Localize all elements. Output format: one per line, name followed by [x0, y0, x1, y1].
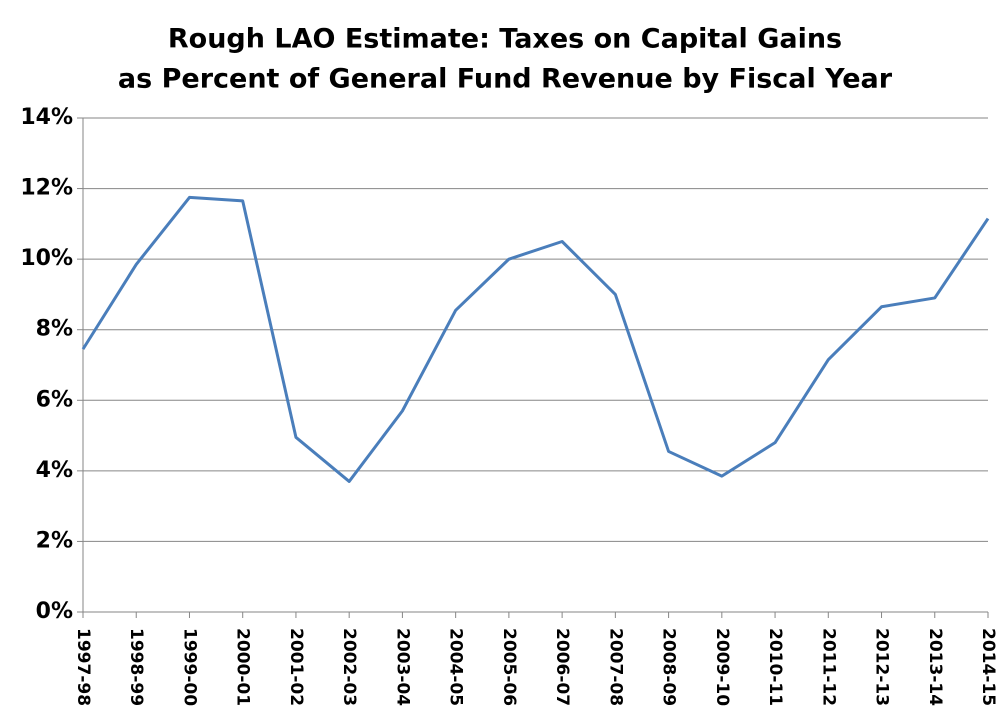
y-tick-label: 2% [36, 528, 73, 553]
x-tick-label: 2008-09 [659, 628, 679, 706]
y-tick-label: 0% [36, 599, 73, 624]
x-tick-label: 2001-02 [286, 628, 306, 706]
x-tick-label: 2006-07 [552, 628, 572, 706]
y-tick-label: 4% [36, 458, 73, 483]
y-tick-label: 8% [36, 317, 73, 342]
x-tick-label: 1997-98 [73, 628, 93, 706]
x-tick-label: 2013-14 [925, 628, 945, 706]
x-tick-label: 2005-06 [499, 628, 519, 706]
x-tick-label: 2012-13 [872, 628, 892, 706]
x-tick-label: 2009-10 [712, 628, 732, 706]
x-tick-label: 2007-08 [605, 628, 625, 706]
chart-title: as Percent of General Fund Revenue by Fi… [118, 64, 893, 95]
x-tick-label: 2010-11 [765, 628, 785, 706]
data-line [81, 195, 990, 483]
x-tick-label: 2003-04 [392, 628, 412, 706]
y-tick-label: 14% [20, 105, 73, 130]
x-tick-label: 2014-15 [978, 628, 998, 706]
x-tick-label: 2002-03 [339, 628, 359, 706]
x-tick-label: 2000-01 [233, 628, 253, 706]
x-tick-label: 1998-99 [126, 628, 146, 706]
y-tick-label: 6% [36, 387, 73, 412]
x-tick-label: 2011-12 [818, 628, 838, 706]
x-tick-label: 1999-00 [179, 628, 199, 706]
y-tick-label: 10% [20, 246, 73, 271]
y-tick-label: 12% [20, 176, 73, 201]
chart-title: Rough LAO Estimate: Taxes on Capital Gai… [168, 24, 842, 55]
x-tick-label: 2004-05 [446, 628, 466, 706]
